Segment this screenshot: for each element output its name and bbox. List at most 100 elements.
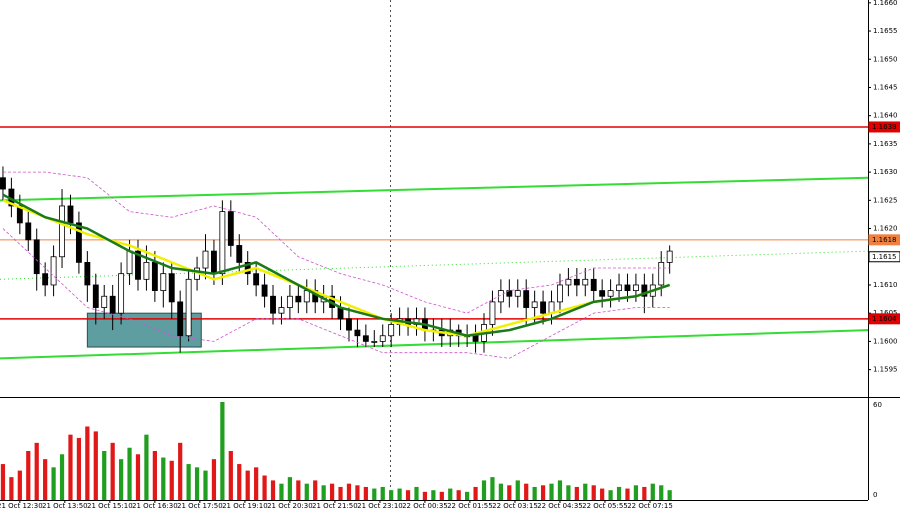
candle-body	[354, 329, 361, 337]
volume-bar	[346, 483, 352, 500]
volume-bar	[203, 470, 208, 500]
candle-body	[346, 318, 352, 331]
indicator-line	[2, 228, 670, 359]
candle-body	[616, 284, 622, 292]
trendline	[0, 329, 869, 360]
candle-body	[253, 273, 260, 286]
y-tick-label: 1.1645	[873, 83, 898, 91]
volume-bar	[321, 485, 326, 500]
volume-bar	[515, 480, 520, 500]
candle-body	[126, 250, 133, 275]
candle-body	[67, 205, 74, 224]
candle-body	[261, 284, 268, 297]
volume-bar	[405, 490, 411, 500]
volume-bar	[355, 485, 360, 500]
volume-bar	[540, 485, 546, 500]
x-tick-label: 22 Oct 01:55	[447, 502, 493, 510]
candle-body	[557, 284, 563, 303]
volume-tick-label: 60	[873, 401, 882, 409]
candle-body	[25, 222, 32, 241]
volume-bar	[490, 477, 495, 500]
volume-bar	[237, 464, 242, 500]
volume-bar	[532, 486, 537, 500]
x-tick-label: 21 Oct 12:30	[0, 502, 43, 510]
candle-body	[135, 250, 141, 280]
candle-body	[531, 301, 538, 308]
x-tick-label: 21 Oct 15:10	[87, 502, 133, 510]
candle-body	[362, 335, 369, 342]
volume-bar	[51, 467, 56, 500]
volume-bar	[110, 442, 115, 500]
candle-body	[379, 335, 386, 342]
volume-bar	[591, 485, 596, 500]
volume-bar	[481, 480, 487, 500]
candle-body	[160, 273, 167, 292]
candle-body	[202, 250, 209, 269]
candle-body	[590, 278, 597, 292]
volume-bar	[456, 490, 461, 500]
volume-bar	[279, 483, 284, 500]
candle-body	[0, 177, 6, 190]
x-tick-label: 22 Oct 04:35	[537, 502, 583, 510]
candle-body	[151, 261, 158, 292]
volume-bar	[633, 485, 639, 500]
candle-body	[371, 340, 378, 343]
candle-body	[565, 278, 572, 286]
trendline	[0, 176, 869, 202]
candle-body	[582, 278, 589, 286]
volume-tick-label: 0	[873, 491, 877, 499]
candle-body	[489, 301, 496, 325]
volume-bar	[194, 467, 200, 500]
volume-bar	[254, 467, 259, 500]
volume-bar	[625, 488, 630, 500]
volume-bar	[43, 459, 48, 500]
candle-body	[472, 335, 479, 342]
x-tick-label: 21 Oct 16:30	[132, 502, 178, 510]
y-tick-label: 1.1660	[873, 0, 898, 7]
volume-bar	[262, 475, 267, 500]
x-tick-label: 21 Oct 19:10	[222, 502, 268, 510]
candle-body	[523, 290, 530, 308]
volume-bar	[270, 480, 276, 500]
volume-bar	[296, 480, 301, 500]
volume-bar	[650, 483, 655, 500]
volume-bar	[34, 442, 39, 500]
volume-bar	[17, 470, 22, 500]
candle-body	[658, 261, 665, 286]
level-label-box	[868, 121, 900, 133]
x-tick-label: 22 Oct 07:15	[627, 502, 673, 510]
volume-bar	[549, 483, 554, 500]
volume-bar	[59, 454, 65, 500]
indicator-line	[2, 193, 671, 338]
volume-bar	[380, 486, 385, 500]
candle-body	[632, 284, 639, 292]
volume-bar	[448, 488, 453, 500]
volume-bar	[287, 477, 293, 500]
candle-body	[607, 290, 614, 297]
indicator-line	[2, 171, 670, 314]
candle-body	[303, 290, 310, 303]
volume-bar	[245, 470, 250, 500]
candle-body	[92, 284, 99, 308]
volume-bar	[608, 490, 613, 500]
candle-body	[211, 250, 217, 275]
candle-body	[278, 307, 285, 314]
candle-body	[244, 261, 251, 275]
volume-bar	[211, 459, 217, 500]
volume-bar	[583, 483, 588, 500]
volume-bar	[414, 486, 419, 500]
volume-bar	[524, 483, 529, 500]
x-tick-label: 22 Oct 05:55	[582, 502, 628, 510]
x-tick-label: 21 Oct 17:50	[177, 502, 223, 510]
volume-bar	[220, 402, 225, 500]
volume-bar	[228, 451, 233, 500]
volume-bar	[304, 483, 309, 500]
volume-bar	[507, 485, 512, 500]
volume-bar	[659, 485, 664, 500]
y-tick-label: 1.1655	[873, 27, 898, 35]
candle-body	[101, 295, 108, 308]
candle-body	[270, 295, 276, 314]
level-label-box	[868, 234, 900, 246]
